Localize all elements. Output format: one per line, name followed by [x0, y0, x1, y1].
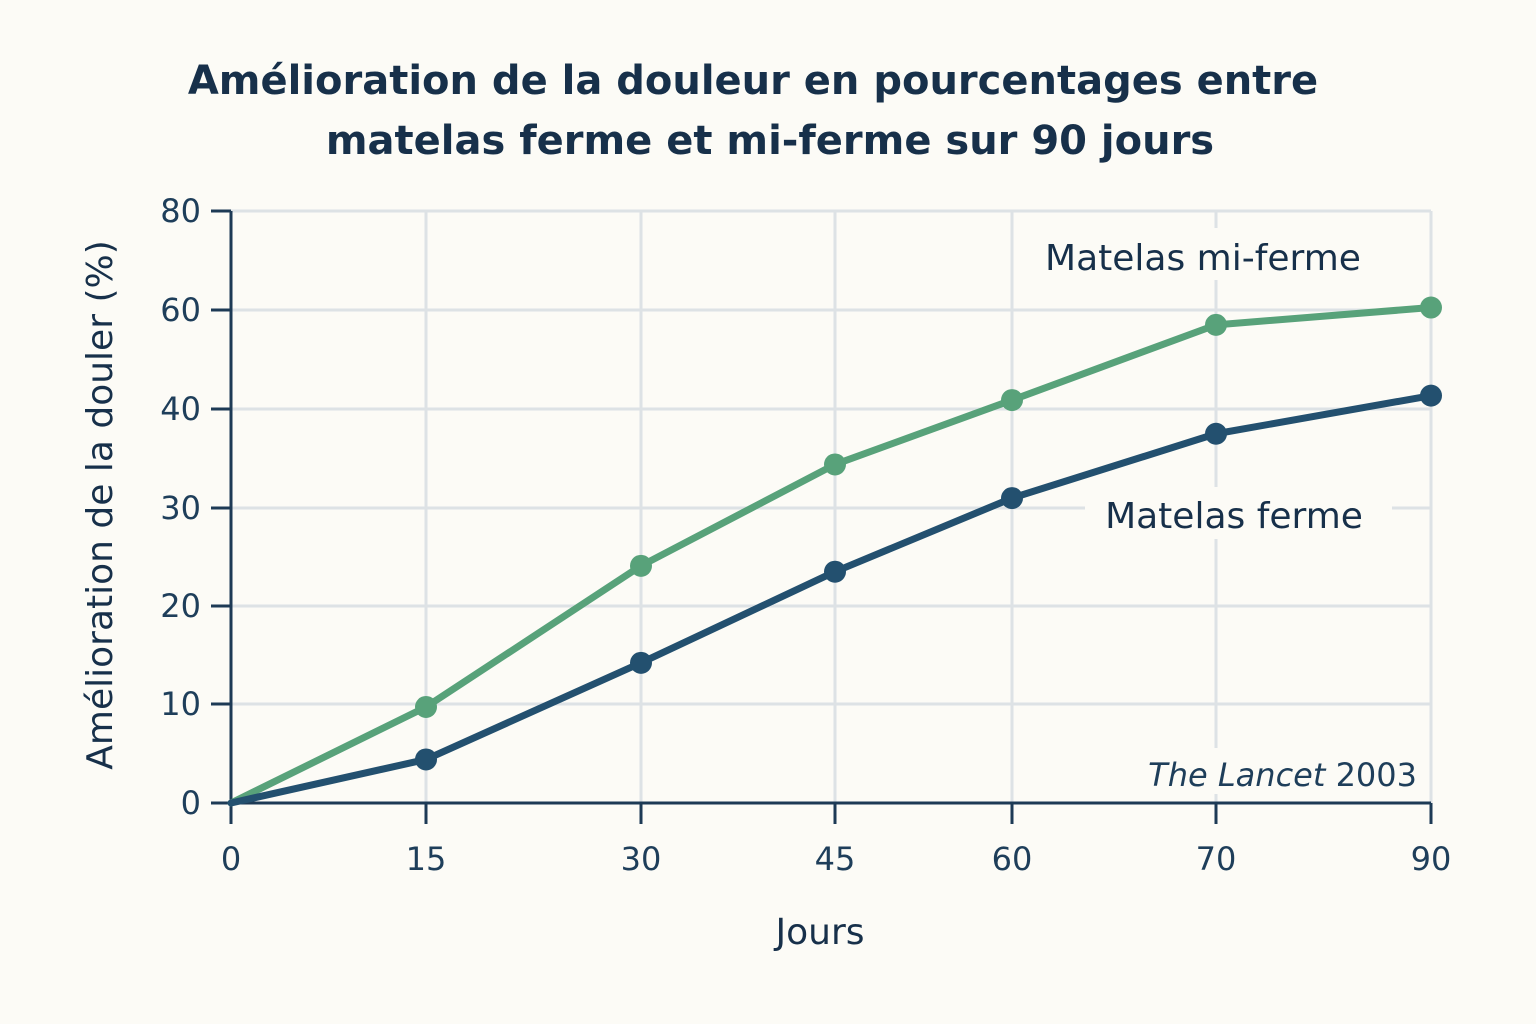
chart-title-line-1: Amélioration de la douleur en pourcentag…	[188, 58, 1318, 104]
x-tick-label-15: 15	[406, 840, 447, 878]
y-axis-label: Amélioration de la douler (%)	[80, 240, 121, 769]
series-2	[227, 384, 1442, 807]
x-axis-ticks: 0 15 30 45 60 70 90	[221, 803, 1452, 878]
source-note-background	[1128, 748, 1428, 794]
x-tick-label-90: 90	[1411, 840, 1452, 878]
y-tick-label-80: 80	[160, 192, 201, 230]
series-layer	[227, 296, 1442, 807]
data-point-series-1-70	[1205, 313, 1227, 336]
y-tick-label-20: 20	[160, 587, 201, 625]
source-note: The Lancet 2003	[1128, 748, 1428, 794]
chart-title: Amélioration de la douleur en pourcentag…	[188, 58, 1318, 164]
y-tick-label-30: 30	[160, 489, 201, 527]
y-tick-label-0: 0	[181, 784, 201, 822]
series-label-mi-ferme-background	[1032, 228, 1372, 280]
x-axis-label: Jours	[773, 912, 864, 953]
data-point-series-2-30	[630, 651, 652, 674]
data-point-series-1-15	[415, 695, 437, 718]
y-tick-label-10: 10	[160, 685, 201, 723]
x-tick-label-45: 45	[815, 840, 856, 878]
data-point-series-1-90	[1420, 296, 1442, 319]
series-1	[227, 296, 1442, 807]
data-point-series-2-90	[1420, 384, 1442, 407]
data-point-series-2-45	[824, 560, 846, 583]
y-axis-ticks: 0 10 20 30 40 60 80	[160, 192, 231, 822]
x-tick-label-30: 30	[621, 840, 662, 878]
data-point-series-2-60	[1001, 487, 1023, 510]
series-line-1	[227, 304, 1435, 807]
source-note-journal: The Lancet	[1148, 756, 1327, 794]
x-tick-label-0: 0	[221, 840, 241, 878]
y-tick-label-40: 40	[160, 390, 201, 428]
series-label-ferme-background	[1085, 487, 1392, 539]
data-point-series-2-70	[1205, 422, 1227, 445]
source-note-year: 2003	[1325, 756, 1417, 794]
x-tick-label-60: 60	[992, 840, 1033, 878]
source-note-text: The Lancet 2003	[1148, 756, 1417, 794]
chart-title-line-2: matelas ferme et mi-ferme sur 90 jours	[326, 118, 1214, 164]
data-point-series-1-45	[824, 453, 846, 476]
series-label-ferme-wrapper: Matelas ferme	[1085, 487, 1392, 539]
series-label-ferme: Matelas ferme	[1105, 496, 1363, 537]
y-tick-label-60: 60	[160, 291, 201, 329]
series-label-mi-ferme-wrapper: Matelas mi-ferme	[1032, 228, 1372, 280]
series-label-mi-ferme: Matelas mi-ferme	[1045, 238, 1361, 279]
data-point-series-2-15	[415, 748, 437, 771]
x-tick-label-70: 70	[1196, 840, 1237, 878]
data-point-series-1-30	[630, 554, 652, 577]
data-point-series-1-60	[1001, 389, 1023, 412]
